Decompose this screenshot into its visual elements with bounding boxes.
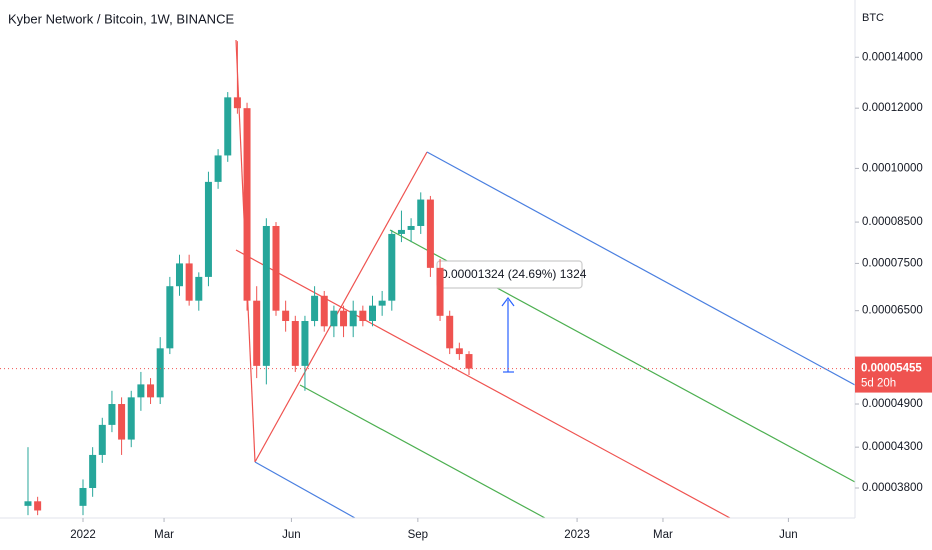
y-tick-label: 0.00014000 [862, 51, 923, 63]
chart-title: Kyber Network / Bitcoin, 1W, BINANCE [8, 11, 234, 26]
candle-body [368, 305, 376, 322]
candle-body [340, 310, 348, 327]
candle-body [253, 300, 261, 366]
y-tick-label: 0.00003800 [862, 482, 923, 494]
candle-body [378, 300, 386, 306]
x-tick-label: Mar [154, 529, 174, 541]
pitchfork-lower [254, 461, 356, 519]
last-price-box [855, 356, 932, 393]
candle-body [34, 501, 42, 511]
candle-body [291, 321, 299, 366]
measure-arrow [501, 297, 515, 307]
x-tick-label: Jun [779, 529, 798, 541]
candle-body [311, 295, 319, 322]
candle-body [127, 397, 135, 440]
candle-body [388, 233, 396, 301]
candle-body [436, 267, 444, 316]
candle-body [349, 310, 357, 327]
last-price-label: 0.00005455 [861, 363, 922, 375]
x-tick-label: Jun [282, 529, 301, 541]
candle-body [301, 321, 309, 366]
x-tick-label: Sep [408, 529, 428, 541]
candle-body [108, 404, 116, 425]
candle-body [233, 97, 241, 109]
candle-body [282, 310, 290, 322]
x-tick-label: Mar [653, 529, 673, 541]
candle-body [330, 310, 338, 327]
candle-body [98, 424, 106, 455]
y-tick-label: 0.00010000 [862, 162, 923, 174]
candle-body [24, 501, 32, 506]
candle-body [137, 384, 145, 398]
candle-body [156, 348, 164, 398]
candle-body [214, 155, 222, 182]
y-tick-label: 0.00006500 [862, 305, 923, 317]
candle-body [166, 286, 174, 349]
candle-body [185, 263, 193, 301]
pitchfork-median [235, 249, 731, 519]
y-tick-label: 0.00007500 [862, 257, 923, 269]
y-tick-label: 0.00008500 [862, 216, 923, 228]
candle-body [455, 348, 463, 355]
candle-body [195, 276, 203, 301]
candle-body [417, 199, 425, 226]
x-tick-label: 2022 [70, 529, 96, 541]
candle-body [465, 354, 473, 369]
candle-body [147, 384, 155, 398]
candle-body [320, 295, 328, 327]
candle-body [224, 97, 232, 156]
countdown-label: 5d 20h [861, 378, 896, 390]
candle-body [204, 181, 212, 277]
candle-body [407, 225, 415, 230]
x-tick-label: 2023 [564, 529, 590, 541]
candle-body [89, 454, 97, 488]
candle-body [426, 199, 434, 268]
y-unit: BTC [862, 12, 884, 24]
candle-body [446, 315, 454, 349]
measure-label: 0.00001324 (24.69%) 1324 [441, 267, 587, 281]
candle-body [118, 404, 126, 440]
candle-body [175, 263, 183, 287]
candle-body [272, 225, 280, 311]
drawings [235, 39, 856, 519]
candle-body [397, 229, 405, 234]
y-tick-label: 0.00004900 [862, 398, 923, 410]
candle-body [262, 225, 270, 366]
pitchfork-upper [426, 151, 856, 386]
y-tick-label: 0.00012000 [862, 102, 923, 114]
candle-body [79, 487, 87, 506]
y-tick-label: 0.00004300 [862, 441, 923, 453]
pitchfork-inner-lower [299, 384, 546, 519]
candle-body [243, 108, 251, 301]
candle-body [359, 310, 367, 322]
